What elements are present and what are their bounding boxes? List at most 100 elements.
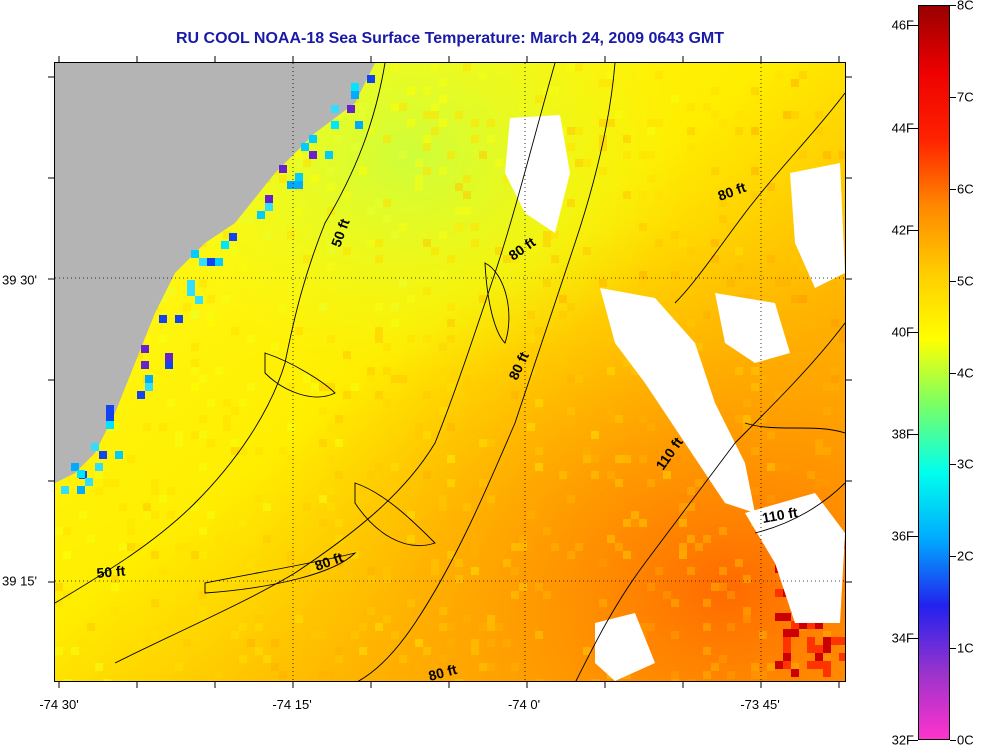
sst-pixel (567, 303, 575, 311)
sst-pixel (191, 383, 199, 391)
sst-pixel (567, 423, 575, 431)
sst-pixel (347, 105, 355, 113)
sst-pixel (679, 551, 687, 559)
sst-pixel (383, 575, 391, 583)
sst-pixel (351, 143, 359, 151)
sst-pixel (309, 135, 317, 143)
sst-pixel (535, 679, 543, 681)
sst-pixel (95, 463, 103, 471)
sst-pixel (575, 159, 583, 167)
sst-pixel (639, 271, 647, 279)
sst-pixel (247, 639, 255, 647)
sst-pixel (663, 471, 671, 479)
sst-pixel (535, 327, 543, 335)
sst-pixel (335, 415, 343, 423)
sst-pixel (575, 63, 583, 71)
sst-pixel (87, 535, 95, 543)
sst-pixel (151, 551, 159, 559)
sst-pixel (143, 335, 151, 343)
sst-pixel (207, 551, 215, 559)
sst-pixel (303, 375, 311, 383)
sst-pixel (679, 519, 687, 527)
sst-pixel (503, 175, 511, 183)
sst-pixel (719, 527, 727, 535)
sst-pixel (487, 383, 495, 391)
colorbar-c-label: 1C (957, 640, 974, 656)
sst-pixel (327, 207, 335, 215)
sst-pixel (71, 655, 79, 663)
sst-pixel (455, 183, 463, 191)
sst-pixel (391, 375, 399, 383)
sst-pixel (287, 231, 295, 239)
sst-pixel (247, 215, 255, 223)
colorbar-c-label: 2C (957, 548, 974, 564)
sst-pixel (751, 87, 759, 95)
sst-pixel (265, 203, 273, 211)
sst-pixel (463, 375, 471, 383)
sst-pixel (687, 503, 695, 511)
contour-detail (354, 482, 436, 547)
sst-pixel (407, 599, 415, 607)
sst-pixel (367, 575, 375, 583)
sst-pixel (767, 255, 775, 263)
land-new-jersey (55, 63, 375, 483)
sst-pixel (375, 487, 383, 495)
sst-pixel (447, 335, 455, 343)
sst-pixel (423, 167, 431, 175)
sst-pixel (527, 423, 535, 431)
sst-pixel (815, 439, 823, 447)
sst-pixel (287, 181, 295, 189)
sst-pixel (687, 319, 695, 327)
sst-map[interactable]: 50 ft 80 ft 80 ft 80 ft 80 ft 80 ft 110 … (54, 62, 846, 682)
sst-pixel (91, 443, 99, 451)
sst-pixel (431, 103, 439, 111)
sst-pixel (85, 478, 93, 486)
sst-pixel (463, 407, 471, 415)
sst-pixel (175, 663, 183, 671)
sst-pixel (159, 495, 167, 503)
sst-pixel (695, 543, 703, 551)
sst-pixel (71, 647, 79, 655)
sst-pixel (447, 151, 455, 159)
sst-pixel (751, 663, 759, 671)
sst-pixel (127, 519, 135, 527)
sst-pixel (175, 543, 183, 551)
sst-pixel (727, 623, 735, 631)
sst-pixel (695, 479, 703, 487)
sst-pixel (487, 663, 495, 671)
sst-pixel (111, 607, 119, 615)
colorbar-tick (950, 280, 956, 282)
sst-pixel (671, 679, 679, 681)
sst-pixel (687, 103, 695, 111)
sst-pixel (711, 167, 719, 175)
sst-pixel (367, 367, 375, 375)
sst-pixel (439, 231, 447, 239)
sst-pixel (103, 479, 111, 487)
sst-pixel (543, 679, 551, 681)
colorbar-f-label: 32F (891, 732, 914, 748)
sst-pixel (439, 343, 447, 351)
temperature-colorbar (918, 5, 950, 740)
sst-pixel (119, 679, 127, 681)
sst-pixel (767, 183, 775, 191)
sst-pixel (63, 591, 71, 599)
sst-pixel (311, 383, 319, 391)
sst-pixel (383, 343, 391, 351)
sst-pixel (527, 335, 535, 343)
sst-pixel (145, 383, 153, 391)
sst-pixel (199, 415, 207, 423)
sst-pixel (471, 551, 479, 559)
sst-pixel (231, 327, 239, 335)
sst-pixel (559, 311, 567, 319)
sst-pixel (503, 255, 511, 263)
sst-pixel (183, 543, 191, 551)
sst-pixel (327, 167, 335, 175)
sst-pixel (687, 487, 695, 495)
sst-pixel (439, 495, 447, 503)
sst-pixel (447, 623, 455, 631)
sst-pixel (431, 567, 439, 575)
sst-pixel (623, 135, 631, 143)
sst-pixel (399, 279, 407, 287)
sst-pixel (751, 143, 759, 151)
